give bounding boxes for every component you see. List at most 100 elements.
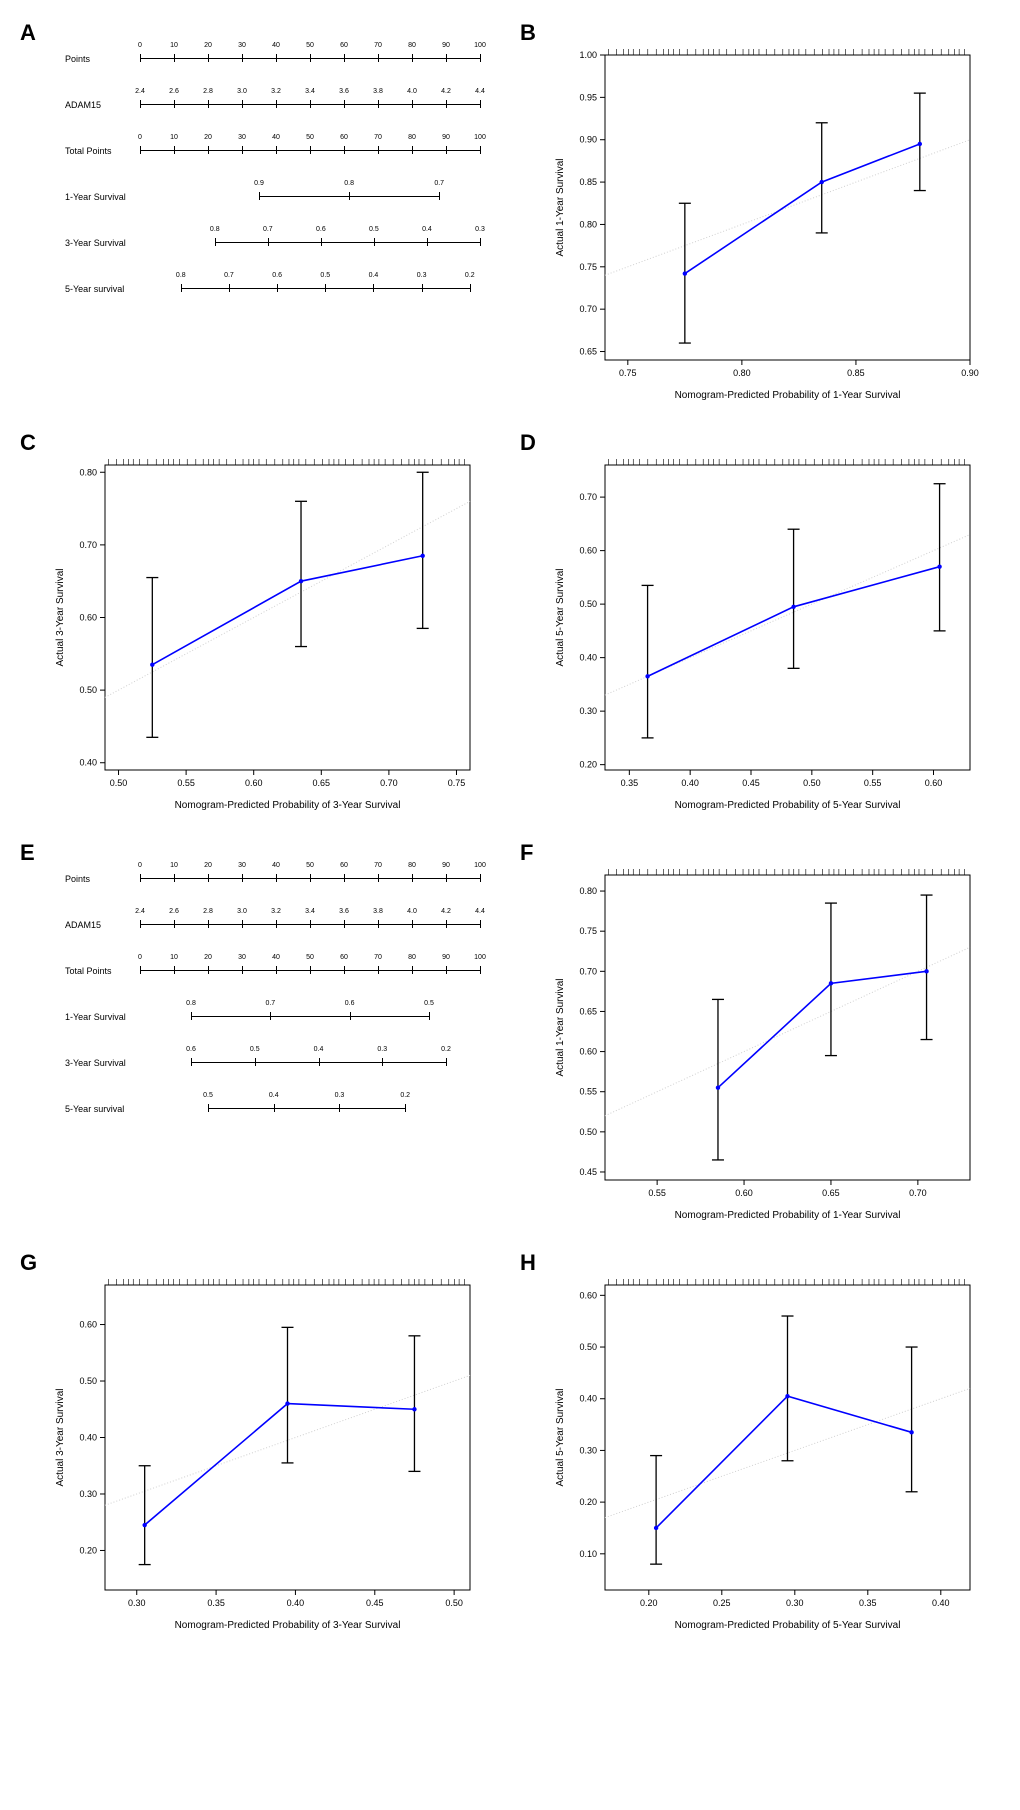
svg-text:0.45: 0.45 [579, 1167, 597, 1177]
nomogram: Points0102030405060708090100ADAM152.42.6… [45, 850, 500, 1156]
nomogram-row-label: ADAM15 [65, 920, 140, 930]
nomogram-scale: 0102030405060708090100 [140, 962, 480, 980]
svg-text:Nomogram-Predicted Probability: Nomogram-Predicted Probability of 5-Year… [675, 1620, 901, 1631]
svg-text:0.30: 0.30 [579, 706, 597, 716]
calibration-plot: 0.750.800.850.900.650.700.750.800.850.90… [545, 30, 985, 410]
svg-text:0.55: 0.55 [579, 1087, 597, 1097]
svg-text:0.80: 0.80 [79, 467, 97, 477]
svg-text:0.20: 0.20 [579, 760, 597, 770]
nomogram-row-label: 3-Year Survival [65, 1058, 140, 1068]
panel-content: Points0102030405060708090100ADAM152.42.6… [20, 840, 500, 1156]
nomogram-scale: 0102030405060708090100 [140, 870, 480, 888]
svg-text:0.75: 0.75 [579, 926, 597, 936]
svg-text:0.40: 0.40 [79, 758, 97, 768]
svg-text:0.20: 0.20 [79, 1545, 97, 1555]
svg-text:0.50: 0.50 [579, 1127, 597, 1137]
svg-text:0.95: 0.95 [579, 92, 597, 102]
calibration-plot: 0.200.250.300.350.400.100.200.300.400.50… [545, 1260, 985, 1640]
svg-text:0.45: 0.45 [366, 1598, 384, 1608]
nomogram-row-label: 5-Year survival [65, 284, 140, 294]
calibration-plot: 0.500.550.600.650.700.750.400.500.600.70… [45, 440, 485, 820]
svg-text:Nomogram-Predicted Probability: Nomogram-Predicted Probability of 1-Year… [675, 1210, 901, 1221]
figure-grid: APoints0102030405060708090100ADAM152.42.… [20, 20, 1000, 1640]
svg-text:1.00: 1.00 [579, 50, 597, 60]
svg-text:0.40: 0.40 [287, 1598, 305, 1608]
panel-E: EPoints0102030405060708090100ADAM152.42.… [20, 840, 500, 1230]
svg-text:0.55: 0.55 [177, 778, 195, 788]
svg-text:0.85: 0.85 [579, 177, 597, 187]
svg-text:0.40: 0.40 [579, 1394, 597, 1404]
svg-text:Actual 5-Year Survival: Actual 5-Year Survival [555, 1388, 566, 1486]
svg-text:0.60: 0.60 [79, 1320, 97, 1330]
panel-content: Points0102030405060708090100ADAM152.42.6… [20, 20, 500, 336]
svg-text:0.60: 0.60 [579, 1290, 597, 1300]
nomogram-row: ADAM152.42.62.83.03.23.43.63.84.04.24.4 [65, 916, 480, 934]
svg-text:0.60: 0.60 [245, 778, 263, 788]
calibration-chart: 0.200.250.300.350.400.100.200.300.400.50… [545, 1260, 985, 1640]
svg-text:0.40: 0.40 [932, 1598, 950, 1608]
calibration-chart: 0.300.350.400.450.500.200.300.400.500.60… [45, 1260, 485, 1640]
nomogram-row-label: 3-Year Survival [65, 238, 140, 248]
panel-label: D [520, 430, 536, 456]
nomogram-scale: 2.42.62.83.03.23.43.63.84.04.24.4 [140, 96, 480, 114]
nomogram-row-label: 5-Year survival [65, 1104, 140, 1114]
svg-text:0.80: 0.80 [579, 886, 597, 896]
nomogram-scale: 0.80.70.60.50.40.30.2 [140, 280, 480, 298]
svg-text:0.65: 0.65 [579, 347, 597, 357]
svg-text:Nomogram-Predicted Probability: Nomogram-Predicted Probability of 1-Year… [675, 390, 901, 401]
nomogram-scale: 0.80.70.60.5 [140, 1008, 480, 1026]
nomogram-row-label: 1-Year Survival [65, 192, 140, 202]
nomogram-scale: 0.80.70.60.50.40.3 [140, 234, 480, 252]
nomogram-row-label: 1-Year Survival [65, 1012, 140, 1022]
svg-text:0.55: 0.55 [648, 1188, 666, 1198]
svg-text:0.35: 0.35 [859, 1598, 877, 1608]
svg-text:0.80: 0.80 [733, 368, 751, 378]
nomogram-row: Total Points0102030405060708090100 [65, 142, 480, 160]
panel-H: H0.200.250.300.350.400.100.200.300.400.5… [520, 1250, 1000, 1640]
panel-label: F [520, 840, 533, 866]
svg-text:0.30: 0.30 [79, 1489, 97, 1499]
nomogram-scale: 0.60.50.40.30.2 [140, 1054, 480, 1072]
svg-text:0.10: 0.10 [579, 1549, 597, 1559]
svg-text:0.50: 0.50 [803, 778, 821, 788]
panel-F: F0.550.600.650.700.450.500.550.600.650.7… [520, 840, 1000, 1230]
panel-content: 0.500.550.600.650.700.750.400.500.600.70… [20, 430, 500, 820]
nomogram-scale: 0.50.40.30.2 [140, 1100, 480, 1118]
svg-text:0.50: 0.50 [79, 685, 97, 695]
svg-text:0.90: 0.90 [961, 368, 979, 378]
nomogram-row-label: Points [65, 54, 140, 64]
svg-text:0.25: 0.25 [713, 1598, 731, 1608]
panel-content: 0.300.350.400.450.500.200.300.400.500.60… [20, 1250, 500, 1640]
nomogram-row-label: Total Points [65, 146, 140, 156]
nomogram-row: 3-Year Survival0.60.50.40.30.2 [65, 1054, 480, 1072]
nomogram: Points0102030405060708090100ADAM152.42.6… [45, 30, 500, 336]
svg-text:0.30: 0.30 [786, 1598, 804, 1608]
svg-text:Actual 1-Year Survival: Actual 1-Year Survival [555, 158, 566, 256]
svg-text:0.70: 0.70 [579, 966, 597, 976]
nomogram-row: ADAM152.42.62.83.03.23.43.63.84.04.24.4 [65, 96, 480, 114]
svg-text:0.75: 0.75 [579, 262, 597, 272]
panel-A: APoints0102030405060708090100ADAM152.42.… [20, 20, 500, 410]
panel-C: C0.500.550.600.650.700.750.400.500.600.7… [20, 430, 500, 820]
svg-text:0.50: 0.50 [579, 599, 597, 609]
nomogram-row-label: Total Points [65, 966, 140, 976]
panel-D: D0.350.400.450.500.550.600.200.300.400.5… [520, 430, 1000, 820]
svg-text:Nomogram-Predicted Probability: Nomogram-Predicted Probability of 3-Year… [175, 800, 401, 811]
panel-content: 0.750.800.850.900.650.700.750.800.850.90… [520, 20, 1000, 410]
svg-text:0.50: 0.50 [110, 778, 128, 788]
svg-text:Nomogram-Predicted Probability: Nomogram-Predicted Probability of 5-Year… [675, 800, 901, 811]
svg-text:0.40: 0.40 [579, 653, 597, 663]
nomogram-row: 1-Year Survival0.80.70.60.5 [65, 1008, 480, 1026]
nomogram-row: Total Points0102030405060708090100 [65, 962, 480, 980]
nomogram-row-label: Points [65, 874, 140, 884]
svg-text:0.60: 0.60 [79, 613, 97, 623]
svg-text:0.40: 0.40 [79, 1433, 97, 1443]
svg-text:0.80: 0.80 [579, 219, 597, 229]
nomogram-scale: 2.42.62.83.03.23.43.63.84.04.24.4 [140, 916, 480, 934]
svg-text:0.70: 0.70 [79, 540, 97, 550]
svg-text:0.40: 0.40 [681, 778, 699, 788]
svg-text:0.35: 0.35 [621, 778, 639, 788]
svg-text:0.50: 0.50 [445, 1598, 463, 1608]
svg-text:0.70: 0.70 [579, 304, 597, 314]
calibration-chart: 0.750.800.850.900.650.700.750.800.850.90… [545, 30, 985, 410]
